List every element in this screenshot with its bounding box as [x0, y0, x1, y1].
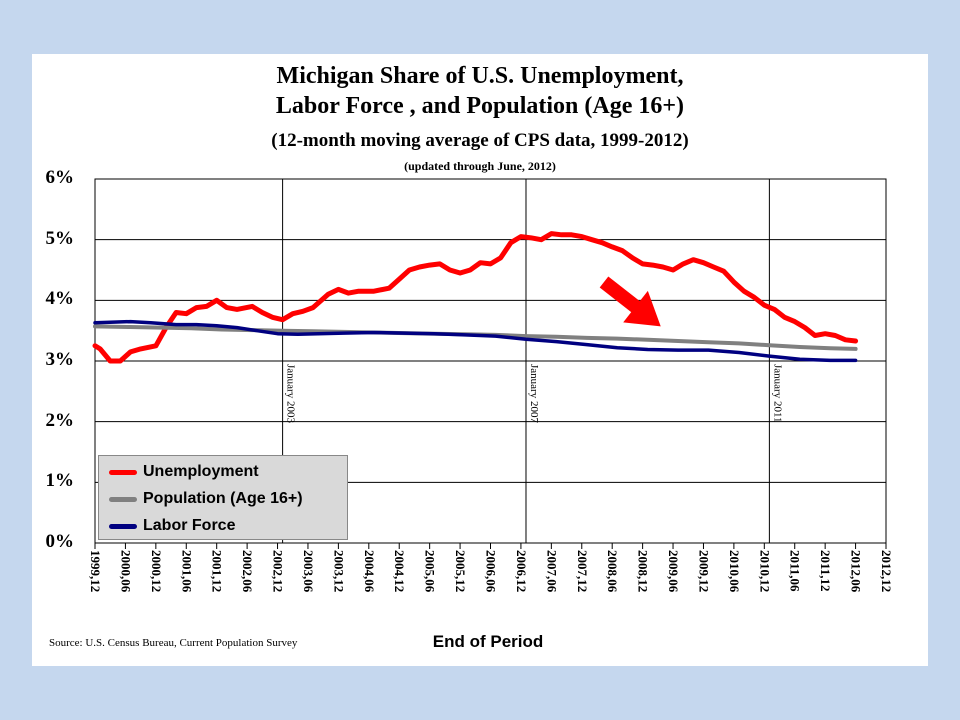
x-tick-label: 2000,12 — [148, 550, 164, 593]
x-tick-label: 2003,06 — [300, 550, 316, 593]
x-tick-label: 2002,06 — [240, 550, 256, 593]
legend-swatch-unemployment — [109, 469, 137, 475]
chart-legend: Unemployment Population (Age 16+) Labor … — [98, 455, 348, 540]
legend-item-unemployment: Unemployment — [109, 460, 259, 484]
x-tick-label: 2007,06 — [544, 550, 560, 593]
legend-swatch-population — [109, 496, 137, 502]
x-tick-label: 2006,06 — [483, 550, 499, 593]
vertical-marker-label: January 2011 — [771, 364, 784, 423]
series-line-population-age-16 — [93, 324, 858, 351]
series-line-unemployment — [92, 231, 859, 364]
x-tick-label: 2010,06 — [726, 550, 742, 593]
arrow-shaft — [599, 276, 642, 314]
vertical-marker-label: January 2003 — [284, 364, 297, 423]
x-tick-label: 2005,06 — [422, 550, 438, 593]
legend-label-labor-force: Labor Force — [143, 517, 236, 534]
y-tick-label: 3% — [45, 349, 75, 370]
x-tick-label: 2001,12 — [209, 550, 225, 593]
x-tick-label: 2012,06 — [848, 550, 864, 593]
x-tick-label: 2004,12 — [392, 550, 408, 593]
x-tick-label: 2008,06 — [605, 550, 621, 593]
x-tick-label: 2007,12 — [574, 550, 590, 593]
x-tick-label: 2008,12 — [635, 550, 651, 593]
y-tick-label: 6% — [45, 167, 75, 188]
legend-item-labor-force: Labor Force — [109, 514, 235, 538]
x-tick-label: 2010,12 — [757, 550, 773, 593]
y-tick-label: 5% — [45, 227, 75, 249]
x-tick-label: 2006,12 — [513, 550, 529, 593]
x-tick-label: 2011,06 — [787, 550, 803, 592]
y-tick-label: 2% — [45, 409, 75, 431]
legend-swatch-labor-force — [109, 523, 137, 529]
x-tick-label: 2004,06 — [361, 550, 377, 593]
x-tick-label: 2002,12 — [270, 550, 286, 593]
x-tick-label: 2000,06 — [118, 550, 134, 593]
x-axis-title: End of Period — [432, 632, 544, 651]
legend-label-population: Population (Age 16+) — [143, 490, 303, 507]
chart-title-line2: Labor Force , and Population (Age 16+) — [275, 93, 685, 119]
chart-title: Michigan Share of U.S. Unemployment, — [276, 63, 684, 89]
legend-label-unemployment: Unemployment — [143, 463, 259, 480]
x-tick-label: 2009,12 — [696, 550, 712, 593]
y-tick-label: 0% — [45, 531, 75, 552]
y-tick-label: 1% — [45, 470, 75, 492]
legend-item-population: Population (Age 16+) — [109, 487, 303, 511]
x-tick-label: 2003,12 — [331, 550, 347, 593]
source-note: Source: U.S. Census Bureau, Current Popu… — [49, 637, 298, 649]
y-tick-label: 4% — [45, 288, 75, 310]
x-tick-label: 2011,12 — [818, 550, 834, 592]
chart-panel — [32, 54, 928, 666]
x-tick-label: 1999,12 — [88, 550, 103, 593]
x-tick-label: 2009,06 — [666, 550, 682, 593]
chart-update-note: (updated through June, 2012) — [404, 159, 556, 173]
annotation-arrow — [599, 276, 661, 327]
vertical-marker-label: January 2007 — [527, 364, 540, 423]
x-tick-label: 2012,12 — [879, 550, 894, 593]
arrow-head — [623, 290, 661, 327]
chart-subtitle: (12-month moving average of CPS data, 19… — [271, 130, 689, 151]
x-tick-label: 2005,12 — [453, 550, 469, 593]
series-line-labor-force — [93, 319, 858, 363]
x-tick-label: 2001,06 — [179, 550, 195, 593]
